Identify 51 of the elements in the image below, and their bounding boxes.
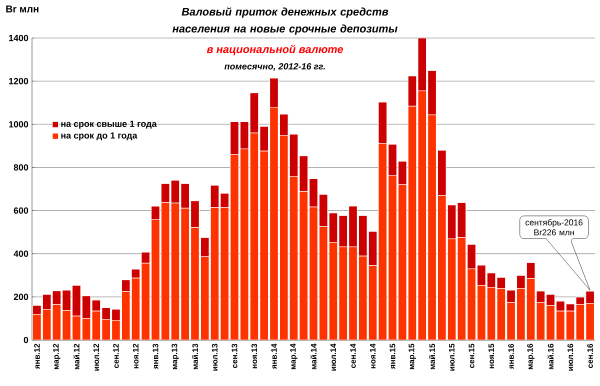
bar [131, 268, 140, 278]
bar [428, 114, 437, 340]
bar [121, 280, 130, 292]
bar [111, 320, 120, 340]
bar [546, 305, 556, 340]
y-tick-label: 0 [24, 336, 28, 344]
bar [62, 310, 72, 340]
legend-label: на срок до 1 года [61, 132, 138, 140]
bar [437, 150, 446, 196]
bar [150, 219, 160, 340]
bar [102, 318, 111, 340]
bar [260, 150, 269, 340]
bar [516, 288, 526, 340]
legend-label: на срок свыше 1 года [61, 120, 157, 129]
bar [72, 316, 81, 340]
bar [269, 106, 278, 340]
bar [586, 303, 595, 340]
y-tick-label: 800 [14, 164, 28, 171]
bar [476, 285, 486, 340]
chart-title: Валовый приток денежных средств населения на новые срочные депозиты [172, 7, 398, 35]
y-tick-label: 200 [14, 294, 28, 300]
bar [348, 246, 358, 340]
bar [230, 154, 239, 340]
bar [141, 252, 150, 264]
bar [141, 262, 150, 340]
bar [318, 226, 328, 340]
bar [388, 175, 398, 340]
annotation: помесячно, 2012-16 гг. [224, 63, 325, 71]
bar [556, 310, 565, 340]
bar [378, 102, 388, 144]
y-tick-label: 400 [14, 250, 28, 257]
y-axis-title: Br млн [6, 6, 38, 12]
bar [220, 207, 230, 340]
bar [32, 314, 42, 340]
bar [358, 256, 368, 340]
y-tick-label: 1000 [9, 121, 28, 128]
bar [506, 290, 516, 303]
bar [200, 237, 210, 258]
bar [309, 206, 318, 340]
y-tick-label: 600 [14, 207, 28, 214]
text: в национальной валюте [206, 44, 344, 56]
bar [180, 208, 190, 340]
bar [437, 195, 446, 340]
y-tick-label: 1400 [9, 34, 28, 42]
bar [467, 268, 476, 340]
bar [190, 227, 200, 340]
y-tick-label: 1200 [9, 78, 28, 84]
annotation: сентябрь-2016 Br226 млн [526, 219, 583, 236]
bar [398, 184, 407, 340]
bar [150, 206, 160, 220]
bar [506, 302, 516, 340]
